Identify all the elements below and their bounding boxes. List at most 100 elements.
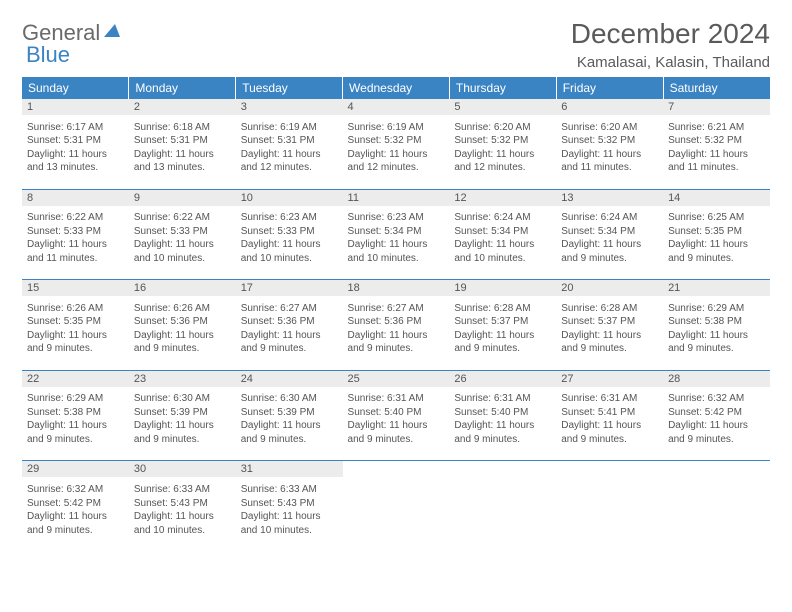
daybody-row: Sunrise: 6:26 AMSunset: 5:35 PMDaylight:… bbox=[22, 296, 770, 370]
day-cell: Sunrise: 6:27 AMSunset: 5:36 PMDaylight:… bbox=[236, 296, 343, 370]
daybody-row: Sunrise: 6:29 AMSunset: 5:38 PMDaylight:… bbox=[22, 387, 770, 461]
sunrise-line: Sunrise: 6:20 AM bbox=[454, 121, 551, 135]
day-number: 10 bbox=[236, 189, 343, 206]
sunrise-line: Sunrise: 6:32 AM bbox=[668, 392, 765, 406]
daylight-line: Daylight: 11 hours and 9 minutes. bbox=[134, 329, 231, 356]
sunrise-line: Sunrise: 6:31 AM bbox=[454, 392, 551, 406]
day-cell: Sunrise: 6:26 AMSunset: 5:35 PMDaylight:… bbox=[22, 296, 129, 370]
daylight-line: Daylight: 11 hours and 13 minutes. bbox=[134, 148, 231, 175]
day-cell: Sunrise: 6:25 AMSunset: 5:35 PMDaylight:… bbox=[663, 206, 770, 280]
day-number: 18 bbox=[343, 280, 450, 297]
daylight-line: Daylight: 11 hours and 11 minutes. bbox=[561, 148, 658, 175]
sunrise-line: Sunrise: 6:30 AM bbox=[134, 392, 231, 406]
brand-part2: Blue bbox=[26, 42, 70, 68]
daylight-line: Daylight: 11 hours and 9 minutes. bbox=[27, 419, 124, 446]
sunrise-line: Sunrise: 6:19 AM bbox=[241, 121, 338, 135]
day-number: 30 bbox=[129, 461, 236, 478]
daylight-line: Daylight: 11 hours and 12 minutes. bbox=[454, 148, 551, 175]
day-cell: Sunrise: 6:31 AMSunset: 5:40 PMDaylight:… bbox=[343, 387, 450, 461]
day-cell: Sunrise: 6:23 AMSunset: 5:34 PMDaylight:… bbox=[343, 206, 450, 280]
calendar-table: Sunday Monday Tuesday Wednesday Thursday… bbox=[22, 77, 770, 551]
daylight-line: Daylight: 11 hours and 10 minutes. bbox=[348, 238, 445, 265]
day-number: 26 bbox=[449, 370, 556, 387]
day-number: 15 bbox=[22, 280, 129, 297]
day-number: 23 bbox=[129, 370, 236, 387]
daylight-line: Daylight: 11 hours and 9 minutes. bbox=[241, 329, 338, 356]
location-text: Kamalasai, Kalasin, Thailand bbox=[571, 54, 770, 71]
day-cell: Sunrise: 6:32 AMSunset: 5:42 PMDaylight:… bbox=[663, 387, 770, 461]
sunset-line: Sunset: 5:39 PM bbox=[134, 406, 231, 420]
day-cell: Sunrise: 6:21 AMSunset: 5:32 PMDaylight:… bbox=[663, 115, 770, 189]
dayname-row: Sunday Monday Tuesday Wednesday Thursday… bbox=[22, 77, 770, 99]
daybody-row: Sunrise: 6:17 AMSunset: 5:31 PMDaylight:… bbox=[22, 115, 770, 189]
day-cell: Sunrise: 6:22 AMSunset: 5:33 PMDaylight:… bbox=[129, 206, 236, 280]
sunrise-line: Sunrise: 6:27 AM bbox=[348, 302, 445, 316]
sunrise-line: Sunrise: 6:27 AM bbox=[241, 302, 338, 316]
day-cell: Sunrise: 6:29 AMSunset: 5:38 PMDaylight:… bbox=[22, 387, 129, 461]
sunrise-line: Sunrise: 6:25 AM bbox=[668, 211, 765, 225]
sunrise-line: Sunrise: 6:28 AM bbox=[561, 302, 658, 316]
dayhead-saturday: Saturday bbox=[663, 77, 770, 99]
day-cell bbox=[343, 477, 450, 551]
day-cell: Sunrise: 6:19 AMSunset: 5:31 PMDaylight:… bbox=[236, 115, 343, 189]
daylight-line: Daylight: 11 hours and 9 minutes. bbox=[668, 329, 765, 356]
sunrise-line: Sunrise: 6:31 AM bbox=[348, 392, 445, 406]
day-number: 31 bbox=[236, 461, 343, 478]
sunset-line: Sunset: 5:33 PM bbox=[241, 225, 338, 239]
day-cell: Sunrise: 6:31 AMSunset: 5:40 PMDaylight:… bbox=[449, 387, 556, 461]
sunrise-line: Sunrise: 6:21 AM bbox=[668, 121, 765, 135]
sail-icon bbox=[102, 22, 122, 45]
title-block: December 2024 Kamalasai, Kalasin, Thaila… bbox=[571, 18, 770, 71]
sunset-line: Sunset: 5:34 PM bbox=[454, 225, 551, 239]
day-number bbox=[449, 461, 556, 478]
sunrise-line: Sunrise: 6:22 AM bbox=[134, 211, 231, 225]
daylight-line: Daylight: 11 hours and 9 minutes. bbox=[241, 419, 338, 446]
sunrise-line: Sunrise: 6:26 AM bbox=[134, 302, 231, 316]
sunrise-line: Sunrise: 6:23 AM bbox=[348, 211, 445, 225]
sunset-line: Sunset: 5:31 PM bbox=[27, 134, 124, 148]
brand-part1: General bbox=[22, 22, 100, 44]
day-cell: Sunrise: 6:23 AMSunset: 5:33 PMDaylight:… bbox=[236, 206, 343, 280]
day-number: 28 bbox=[663, 370, 770, 387]
dayhead-wednesday: Wednesday bbox=[343, 77, 450, 99]
sunset-line: Sunset: 5:38 PM bbox=[668, 315, 765, 329]
daylight-line: Daylight: 11 hours and 12 minutes. bbox=[348, 148, 445, 175]
sunset-line: Sunset: 5:43 PM bbox=[134, 497, 231, 511]
daylight-line: Daylight: 11 hours and 13 minutes. bbox=[27, 148, 124, 175]
sunrise-line: Sunrise: 6:22 AM bbox=[27, 211, 124, 225]
day-cell: Sunrise: 6:32 AMSunset: 5:42 PMDaylight:… bbox=[22, 477, 129, 551]
day-cell: Sunrise: 6:33 AMSunset: 5:43 PMDaylight:… bbox=[236, 477, 343, 551]
day-number: 21 bbox=[663, 280, 770, 297]
day-number: 14 bbox=[663, 189, 770, 206]
day-cell: Sunrise: 6:33 AMSunset: 5:43 PMDaylight:… bbox=[129, 477, 236, 551]
sunset-line: Sunset: 5:31 PM bbox=[241, 134, 338, 148]
sunset-line: Sunset: 5:33 PM bbox=[134, 225, 231, 239]
sunset-line: Sunset: 5:32 PM bbox=[348, 134, 445, 148]
sunset-line: Sunset: 5:34 PM bbox=[561, 225, 658, 239]
sunrise-line: Sunrise: 6:31 AM bbox=[561, 392, 658, 406]
daynum-row: 22232425262728 bbox=[22, 370, 770, 387]
sunrise-line: Sunrise: 6:33 AM bbox=[134, 483, 231, 497]
sunrise-line: Sunrise: 6:28 AM bbox=[454, 302, 551, 316]
dayhead-tuesday: Tuesday bbox=[236, 77, 343, 99]
daylight-line: Daylight: 11 hours and 9 minutes. bbox=[668, 419, 765, 446]
brand-logo: General bbox=[22, 18, 124, 45]
day-cell: Sunrise: 6:19 AMSunset: 5:32 PMDaylight:… bbox=[343, 115, 450, 189]
daylight-line: Daylight: 11 hours and 12 minutes. bbox=[241, 148, 338, 175]
sunset-line: Sunset: 5:32 PM bbox=[454, 134, 551, 148]
day-number: 16 bbox=[129, 280, 236, 297]
daylight-line: Daylight: 11 hours and 9 minutes. bbox=[561, 238, 658, 265]
daybody-row: Sunrise: 6:22 AMSunset: 5:33 PMDaylight:… bbox=[22, 206, 770, 280]
day-cell: Sunrise: 6:26 AMSunset: 5:36 PMDaylight:… bbox=[129, 296, 236, 370]
day-number bbox=[663, 461, 770, 478]
day-number: 12 bbox=[449, 189, 556, 206]
sunrise-line: Sunrise: 6:29 AM bbox=[668, 302, 765, 316]
sunset-line: Sunset: 5:37 PM bbox=[561, 315, 658, 329]
sunset-line: Sunset: 5:43 PM bbox=[241, 497, 338, 511]
sunset-line: Sunset: 5:35 PM bbox=[668, 225, 765, 239]
daylight-line: Daylight: 11 hours and 9 minutes. bbox=[348, 329, 445, 356]
sunset-line: Sunset: 5:39 PM bbox=[241, 406, 338, 420]
sunrise-line: Sunrise: 6:32 AM bbox=[27, 483, 124, 497]
sunset-line: Sunset: 5:32 PM bbox=[561, 134, 658, 148]
day-cell: Sunrise: 6:29 AMSunset: 5:38 PMDaylight:… bbox=[663, 296, 770, 370]
